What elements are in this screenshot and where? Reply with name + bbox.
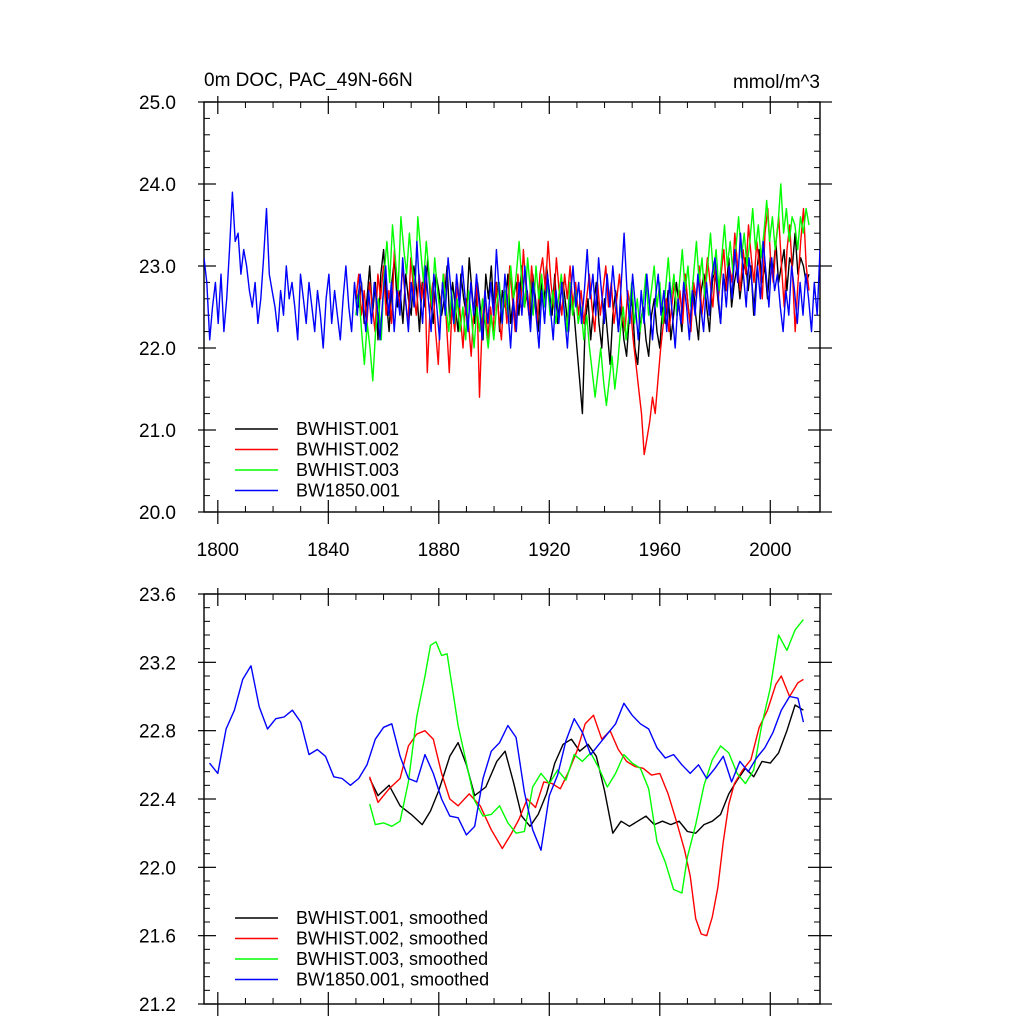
x-tick-label: 1840 [307, 540, 349, 561]
y-tick-label: 22.0 [139, 858, 176, 879]
chart-title: 0m DOC, PAC_49N-66N [204, 70, 413, 91]
legend-label: BWHIST.003, smoothed [296, 949, 488, 969]
y-tick-label: 23.0 [139, 257, 176, 278]
plot-frame [203, 101, 821, 513]
bottom-panel: 21.2 21.6 22.0 22.4 22.8 23.2 23.6 BWHIST.001, … [139, 585, 832, 1016]
x-tick-label: 1920 [528, 540, 570, 561]
series-line-bwhist-001-smoothed [369, 704, 804, 834]
y-tick-label: 22.0 [139, 339, 176, 360]
legend-label: BWHIST.001 [296, 419, 399, 439]
series-line-bwhist-002-smoothed [369, 675, 804, 937]
x-tick-label: 2000 [749, 540, 791, 561]
series-line-bw1850-001 [204, 191, 820, 349]
x-tick-label: 1880 [418, 540, 460, 561]
series-line-bw1850-001-smoothed [208, 665, 805, 851]
y-tick-label: 20.0 [139, 503, 176, 524]
top-panel: 1800 1840 1880 1920 1960 2000 20.0 21.0 22.0 23.0… [139, 70, 832, 561]
y-tick-label: 23.6 [139, 585, 176, 606]
y-tick-label: 22.8 [139, 722, 176, 743]
y-tick-label: 21.0 [139, 421, 176, 442]
legend-label: BWHIST.003 [296, 460, 399, 480]
x-tick-label: 1960 [639, 540, 681, 561]
y-tick-label: 25.0 [139, 93, 176, 114]
y-tick-label: 21.2 [139, 995, 176, 1016]
legend-label: BWHIST.002 [296, 440, 399, 460]
legend-label: BW1850.001 [296, 481, 400, 501]
legend-label: BWHIST.002, smoothed [296, 929, 488, 949]
y-tick-label: 24.0 [139, 175, 176, 196]
units-label: mmol/m^3 [733, 72, 820, 93]
y-tick-label: 22.4 [139, 790, 176, 811]
x-tick-label: 1800 [197, 540, 239, 561]
y-tick-label: 21.6 [139, 927, 176, 948]
legend-label: BWHIST.001, smoothed [296, 908, 488, 928]
y-tick-label: 23.2 [139, 653, 176, 674]
legend-label: BW1850.001, smoothed [296, 970, 489, 990]
series-line-bwhist-003-smoothed [369, 619, 804, 894]
